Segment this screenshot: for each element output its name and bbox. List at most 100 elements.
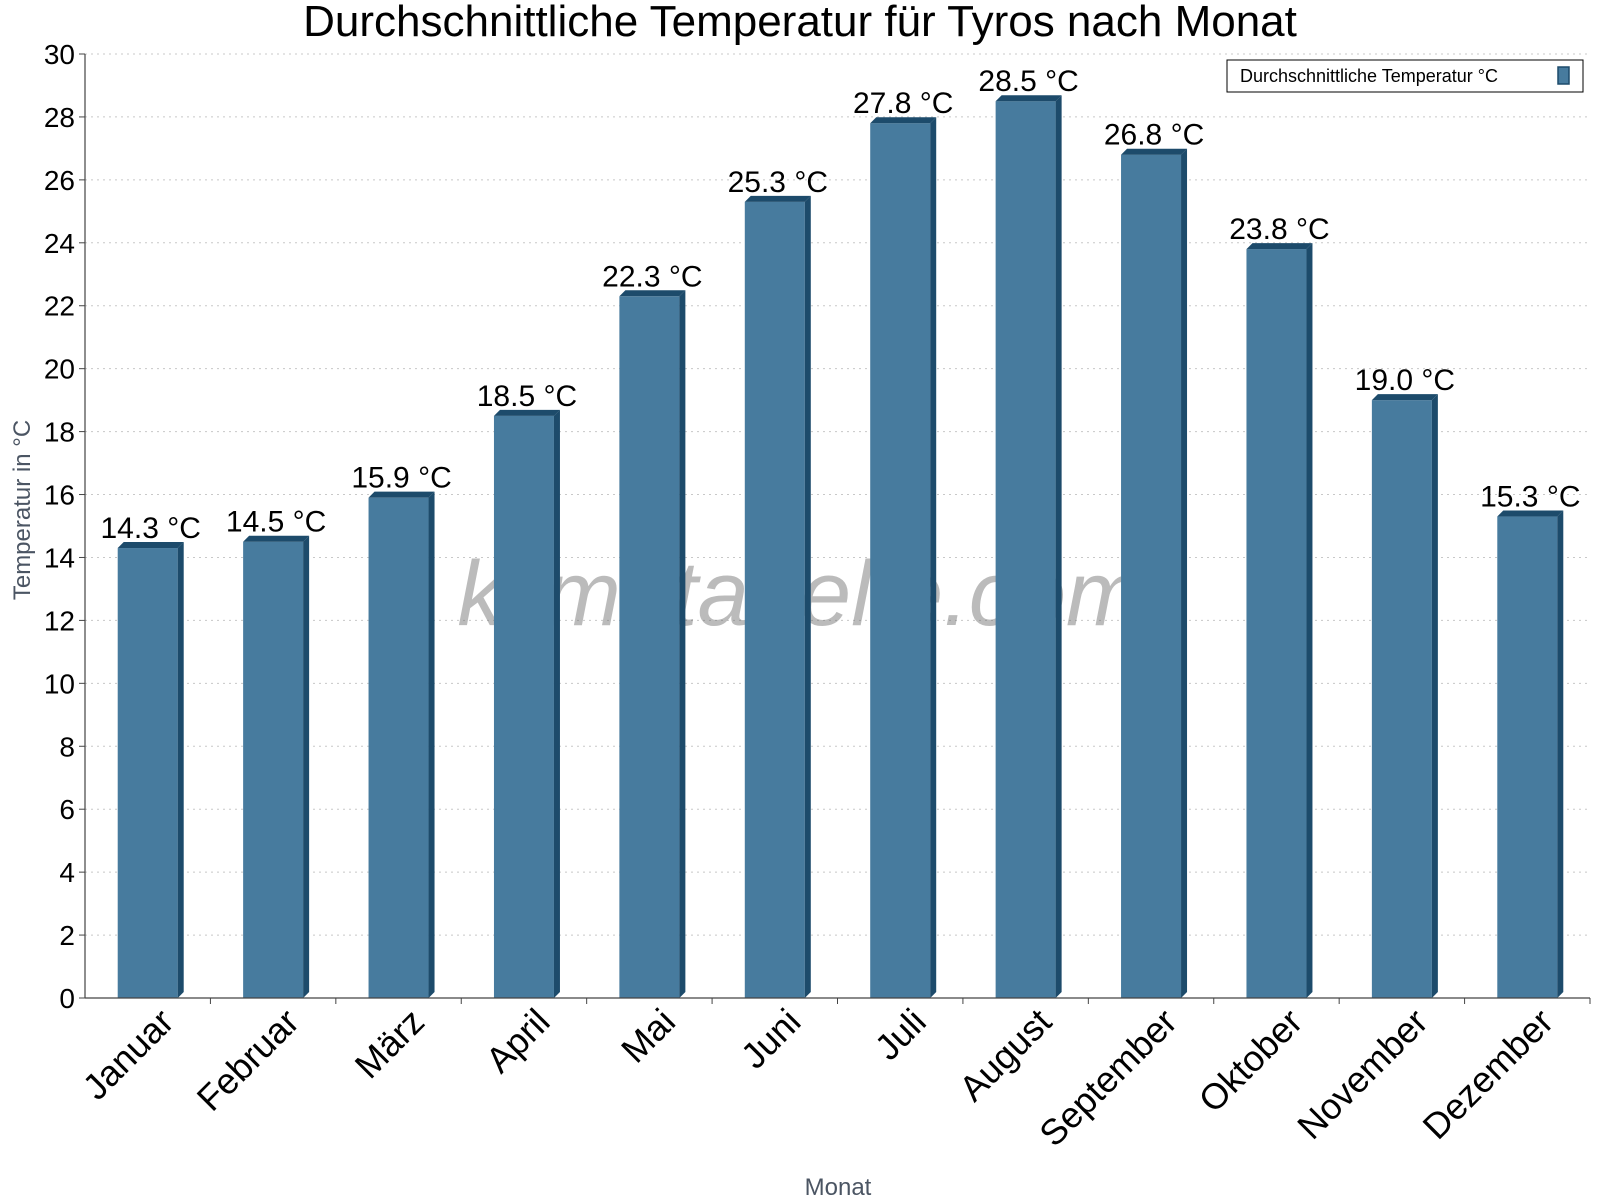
y-axis-label: Temperatur in °C (9, 420, 36, 600)
bar-top (117, 542, 184, 549)
x-tick-label: April (478, 1001, 558, 1081)
bar-face (493, 415, 554, 998)
bar-side (804, 195, 811, 999)
bar (870, 117, 937, 998)
y-tick-label: 30 (44, 39, 75, 70)
x-tick-label: September (1031, 1001, 1185, 1155)
bar-face (1497, 516, 1558, 998)
y-tick-label: 28 (44, 102, 75, 133)
legend-label: Durchschnittliche Temperatur °C (1240, 66, 1498, 86)
data-label: 28.5 °C (978, 65, 1078, 98)
bar-side (428, 491, 435, 998)
bar (368, 491, 435, 998)
y-tick-label: 0 (59, 983, 75, 1014)
data-label: 15.3 °C (1480, 481, 1580, 514)
bar-face (368, 497, 429, 998)
x-tick-label: Februar (189, 1001, 307, 1119)
bar-top (1371, 394, 1438, 401)
y-tick-label: 12 (44, 605, 75, 636)
x-tick-label: Oktober (1191, 1001, 1311, 1121)
bar-side (177, 542, 184, 998)
legend-box (1226, 59, 1584, 93)
x-tick-label: Januar (75, 1001, 182, 1108)
data-label: 23.8 °C (1229, 213, 1329, 246)
bar-top (493, 409, 560, 416)
data-label: 14.5 °C (226, 506, 326, 539)
bar-side (1181, 148, 1188, 998)
y-tick-label: 10 (44, 668, 75, 699)
x-tick-label: Juni (733, 1001, 809, 1077)
y-tick-label: 14 (44, 542, 75, 573)
data-label: 27.8 °C (853, 87, 953, 120)
bar (1371, 394, 1438, 999)
x-axis-label: Monat (805, 1174, 872, 1200)
bar-face (1371, 400, 1432, 999)
bar-face (1121, 154, 1182, 998)
data-label: 25.3 °C (728, 166, 828, 199)
data-labels: 14.3 °C 14.5 °C 15.9 °C 18.5 °C 22.3 °C 25.3 … (101, 65, 1581, 545)
legend-swatch (1557, 66, 1570, 85)
data-label: 26.8 °C (1104, 119, 1204, 152)
bar (1121, 148, 1188, 998)
bar-side (1306, 243, 1313, 999)
chart-title: Durchschnittliche Temperatur für Tyros n… (303, 0, 1297, 46)
axes (79, 53, 1591, 1004)
bar-top (619, 290, 686, 297)
x-tick-label: Mai (613, 1001, 683, 1071)
x-tick-label: November (1289, 1001, 1435, 1147)
x-tick-label: März (347, 1001, 433, 1087)
y-tick-label: 26 (44, 165, 75, 196)
bar-face (1246, 249, 1307, 999)
bars (117, 95, 1564, 999)
bar-top (1246, 243, 1313, 250)
bar (995, 95, 1062, 998)
bar (243, 535, 310, 998)
bar (1246, 243, 1313, 999)
x-tick-label: August (951, 1001, 1059, 1109)
y-tick-label: 18 (44, 417, 75, 448)
y-tick-label: 24 (44, 228, 75, 259)
bar-top (1497, 510, 1564, 517)
y-tick-label: 8 (59, 731, 75, 762)
gridlines (85, 53, 1590, 936)
y-tick-label: 6 (59, 794, 75, 825)
y-tick-label: 16 (44, 480, 75, 511)
bar-top (368, 491, 435, 498)
bar-top (744, 195, 811, 202)
bar-side (1431, 394, 1438, 999)
bar-face (995, 101, 1056, 998)
bar-face (870, 123, 931, 998)
bar-face (243, 541, 304, 998)
bar-top (870, 117, 937, 124)
y-tick-label: 20 (44, 354, 75, 385)
bar-face (619, 296, 680, 998)
data-label: 15.9 °C (351, 462, 451, 495)
bar-top (1121, 148, 1188, 155)
bar-side (553, 409, 560, 998)
bar-side (1557, 510, 1564, 998)
y-tick-label: 4 (59, 857, 75, 888)
x-tick-labels: Januar Februar März April Mai Juni Juli AugustS… (75, 1001, 1561, 1155)
bar (619, 290, 686, 998)
bar-side (930, 117, 937, 998)
x-tick-label: Juli (867, 1001, 934, 1068)
bar-face (117, 548, 178, 998)
data-label: 18.5 °C (477, 380, 577, 413)
bar-side (679, 290, 686, 998)
bar (744, 195, 811, 999)
y-tick-label: 22 (44, 291, 75, 322)
bar (493, 409, 560, 998)
bar (1497, 510, 1564, 998)
data-label: 14.3 °C (101, 512, 201, 545)
bar (117, 542, 184, 998)
bar-side (1055, 95, 1062, 998)
bar-top (243, 535, 310, 542)
y-tick-label: 2 (59, 920, 75, 951)
data-label: 19.0 °C (1355, 364, 1455, 397)
bar-top (995, 95, 1062, 102)
data-label: 22.3 °C (602, 260, 702, 293)
x-tick-label: Dezember (1415, 1001, 1561, 1147)
bar-face (744, 201, 805, 999)
